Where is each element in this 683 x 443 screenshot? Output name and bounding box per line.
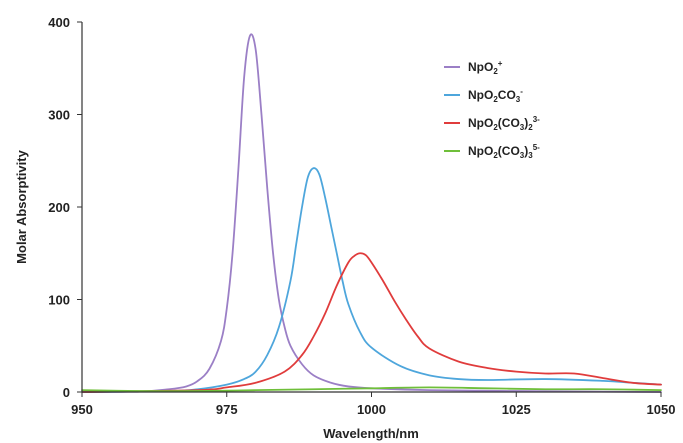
legend-label: NpO2(CO3)23- xyxy=(468,115,540,132)
legend-item-3: NpO2(CO3)35- xyxy=(444,143,540,160)
x-tick-label: 1025 xyxy=(502,402,531,417)
legend-label: NpO2CO3- xyxy=(468,87,523,104)
x-tick-label: 1000 xyxy=(357,402,386,417)
axes xyxy=(81,22,661,393)
legend-item-1: NpO2CO3- xyxy=(444,87,523,104)
x-axis-title: Wavelength/nm xyxy=(323,426,419,441)
y-tick-label: 300 xyxy=(48,108,70,123)
legend-item-2: NpO2(CO3)23- xyxy=(444,115,540,132)
legend-item-0: NpO2+ xyxy=(444,59,503,76)
y-axis-title: Molar Absorptivity xyxy=(14,149,29,263)
series-line-3 xyxy=(81,386,662,393)
plot-area xyxy=(81,33,662,393)
x-tick-label: 975 xyxy=(216,402,238,417)
legend: NpO2+ NpO2CO3- NpO2(CO3)23- NpO2(CO3)35- xyxy=(444,59,540,160)
ticks: 950 975 1000 1025 1050 0 100 200 300 400 xyxy=(48,15,675,417)
series-line-0 xyxy=(81,33,662,393)
series-line-2 xyxy=(81,252,662,393)
y-tick-label: 200 xyxy=(48,200,70,215)
y-tick-label: 100 xyxy=(48,293,70,308)
x-tick-label: 950 xyxy=(71,402,93,417)
legend-label: NpO2+ xyxy=(468,59,503,76)
series-line-1 xyxy=(81,167,662,393)
legend-label: NpO2(CO3)35- xyxy=(468,143,540,160)
x-tick-label: 1050 xyxy=(647,402,676,417)
y-tick-label: 0 xyxy=(63,385,70,400)
y-tick-label: 400 xyxy=(48,15,70,30)
